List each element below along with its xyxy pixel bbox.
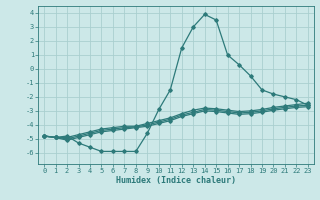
X-axis label: Humidex (Indice chaleur): Humidex (Indice chaleur)	[116, 176, 236, 185]
